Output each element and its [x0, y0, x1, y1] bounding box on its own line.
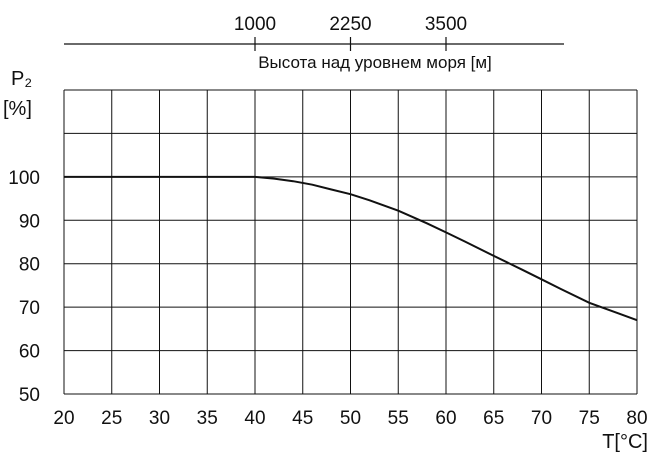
x-tick-label: 55 — [388, 408, 409, 429]
x-tick-label: 75 — [579, 408, 600, 429]
top-axis-label: Высота над уровнем моря [м] — [258, 53, 492, 72]
x-tick-label: 50 — [340, 408, 361, 429]
grid — [63, 89, 638, 395]
y-tick-label: 90 — [19, 211, 40, 232]
y-tick-label: 70 — [19, 298, 40, 319]
x-axis-title: T[°C] — [602, 431, 648, 453]
top-axis-tick-label: 3500 — [425, 14, 467, 35]
x-tick-label: 40 — [244, 408, 265, 429]
x-tick-labels: 20 25 30 35 40 45 50 55 60 65 70 75 80 — [53, 408, 647, 429]
top-altitude-axis: Высота над уровнем моря [м] 1000 2250 3500 — [64, 14, 564, 72]
series-line — [64, 175, 638, 322]
x-tick-label: 45 — [292, 408, 313, 429]
top-axis-tick-label: 2250 — [329, 14, 371, 35]
x-tick-label: 30 — [149, 408, 170, 429]
y-tick-label: 80 — [19, 255, 40, 276]
x-tick-label: 20 — [53, 408, 74, 429]
y-axis-title-unit: [%] — [3, 98, 32, 120]
top-axis-tick-label: 1000 — [234, 14, 276, 35]
x-tick-label: 35 — [197, 408, 218, 429]
x-tick-label: 65 — [483, 408, 504, 429]
y-tick-labels: 50 60 70 80 90 100 — [8, 168, 40, 406]
y-tick-label: 60 — [19, 342, 40, 363]
y-tick-label: 100 — [8, 168, 40, 189]
x-tick-label: 80 — [626, 408, 647, 429]
x-tick-label: 25 — [101, 408, 122, 429]
x-tick-label: 70 — [531, 408, 552, 429]
y-axis-title-p2: P₂ — [11, 68, 32, 90]
y-tick-label: 50 — [19, 385, 40, 406]
x-tick-label: 60 — [435, 408, 456, 429]
